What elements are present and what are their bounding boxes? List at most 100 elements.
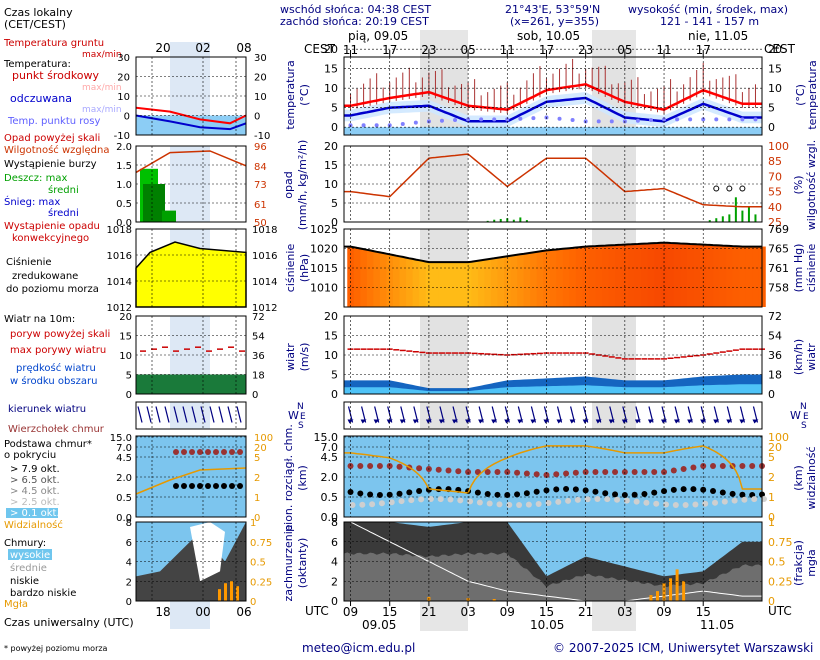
cloud-base-102 xyxy=(680,486,687,493)
cloud-base-light-84 xyxy=(623,497,630,504)
pressure-col-40 xyxy=(608,245,616,307)
cloud-base-93 xyxy=(651,489,658,496)
footer-email[interactable]: meteo@icm.edu.pl xyxy=(302,641,415,655)
legend-mid-point: punkt środkowy xyxy=(12,69,100,82)
legend-high: wysokie xyxy=(10,550,50,561)
pressure-col-4 xyxy=(373,251,381,307)
press-ytick-r-765: 765 xyxy=(768,243,789,256)
mini-vis-ytick-1: 1 xyxy=(254,493,260,504)
legend-local-tz: (CET/CEST) xyxy=(4,18,66,31)
humidity-ytick-40: 40 xyxy=(768,201,782,214)
mini-hum-ytick-84: 84 xyxy=(254,162,267,173)
mini-cloud-base-2 xyxy=(189,483,195,489)
mini-cloud-top-7 xyxy=(229,449,235,455)
pressure-col-33 xyxy=(562,248,570,307)
wind-arrow-head-6 xyxy=(386,419,393,424)
cloud-base-light-96 xyxy=(663,501,670,508)
wind-arrow-head-26 xyxy=(517,419,524,424)
dew-point-48 xyxy=(662,117,667,122)
mini-cloud-ytick-1: 0.5 xyxy=(116,493,132,504)
mini-cloud-top-6 xyxy=(221,449,227,455)
pressure-col-28 xyxy=(530,252,538,307)
mini-temp-ytick-r-20: 20 xyxy=(254,73,267,84)
fog-bar-5 xyxy=(669,578,673,601)
mini-vis-ytick-0: 0 xyxy=(254,513,260,524)
cloud-base-light-111 xyxy=(712,499,719,506)
sunset: zachód słońca: 20:19 CEST xyxy=(280,15,429,28)
fog-ytick-2: 0.5 xyxy=(768,556,786,569)
compass-e-right: E xyxy=(803,412,809,422)
cloud-ytick-4: 7.0 xyxy=(321,441,339,454)
humidity-line xyxy=(344,153,762,208)
pressure-col-55 xyxy=(706,244,714,307)
fog-ytick-0: 0 xyxy=(768,595,775,608)
wind-arrow-head-16 xyxy=(452,419,459,424)
bottom-tick-5: 15 xyxy=(539,605,554,619)
dew-point-52 xyxy=(688,117,693,122)
cloud-top-111 xyxy=(710,463,717,469)
dew-point-56 xyxy=(714,117,719,122)
wind-arrow-head-10 xyxy=(412,419,419,424)
mini-frame-cloud xyxy=(135,435,247,518)
rain-bar-24 xyxy=(506,218,509,222)
temp-unit-right: (°C) xyxy=(794,84,807,106)
night-bot-0 xyxy=(420,601,468,631)
fog-bar-2 xyxy=(492,599,496,601)
cloud-top-30 xyxy=(445,467,452,474)
main-dir-bg xyxy=(344,402,762,429)
wind-arrow-head-18 xyxy=(465,419,472,424)
cloud-base-light-24 xyxy=(427,496,434,503)
cloud-base-light-48 xyxy=(506,501,513,508)
cloud-base-light-57 xyxy=(535,500,542,507)
mini-wind-arrow-4 xyxy=(173,406,179,423)
pressure-col-7 xyxy=(392,255,401,307)
mini-cloud-sky xyxy=(136,436,246,517)
mini-wind-arrow-8 xyxy=(209,406,215,423)
mini-bottom-tick-1: 00 xyxy=(195,605,210,619)
dew-point-38 xyxy=(596,119,601,124)
mini-cover-high xyxy=(190,522,225,582)
cover-title-right: mgła xyxy=(805,549,818,577)
compass-s-left: S xyxy=(298,421,304,431)
fog-bar-8 xyxy=(649,595,653,601)
mini-cloud-base-0 xyxy=(173,483,179,489)
pressure-col-10 xyxy=(412,259,420,307)
night-band-dir-0 xyxy=(420,402,468,429)
legend-cloud-base2: o pokryciu xyxy=(4,450,56,461)
wind-speed-inner xyxy=(344,384,762,394)
bottom-tick-6: 21 xyxy=(578,605,593,619)
cloud-base-light-87 xyxy=(633,498,640,505)
fog-bar-3 xyxy=(656,591,659,601)
mini-humidity-line xyxy=(135,150,247,174)
cloud-top-15 xyxy=(396,463,403,470)
press-ytick-1015: 1015 xyxy=(310,262,338,275)
wind-ytick-0: 0 xyxy=(331,388,338,401)
cloud-base-3 xyxy=(357,490,364,497)
compass-e-left: E xyxy=(300,412,306,422)
mini-wind-ytick-r-72: 72 xyxy=(252,312,265,323)
cloud-base-66 xyxy=(563,486,570,493)
vis-ytick-0: 0 xyxy=(768,511,775,524)
dew-point-4 xyxy=(374,123,379,128)
mini-hum-ytick-96: 96 xyxy=(254,142,267,153)
precip-title-right: wilgotność wzgl. xyxy=(805,140,818,230)
mini-hum-ytick-50: 50 xyxy=(254,218,267,229)
bottom-tick-3: 03 xyxy=(460,605,475,619)
mini-fog-ytick-1: 0.25 xyxy=(250,577,272,588)
wind-ytick-r-72: 72 xyxy=(768,310,782,323)
cover-ytick-2: 2 xyxy=(331,575,338,588)
bottom-tick-8: 09 xyxy=(656,605,671,619)
cover-high-line xyxy=(344,521,762,602)
bottom-tick-7: 03 xyxy=(617,605,632,619)
cloud-base-light-93 xyxy=(653,500,660,507)
mini-cover-ytick-0: 0 xyxy=(126,597,132,608)
wind-arrow-head-56 xyxy=(713,419,720,424)
cloud-base-51 xyxy=(514,491,521,498)
fog-ytick-1: 0.25 xyxy=(768,575,793,588)
bottom-tick-4: 09 xyxy=(500,605,515,619)
mini-temp-ytick-r--10: -10 xyxy=(254,131,270,142)
cloud-base-light-75 xyxy=(594,496,601,503)
temp-ytick-0: 0 xyxy=(331,121,338,134)
press-title-right: ciśnienie xyxy=(805,244,818,293)
dew-point-60 xyxy=(740,117,745,122)
